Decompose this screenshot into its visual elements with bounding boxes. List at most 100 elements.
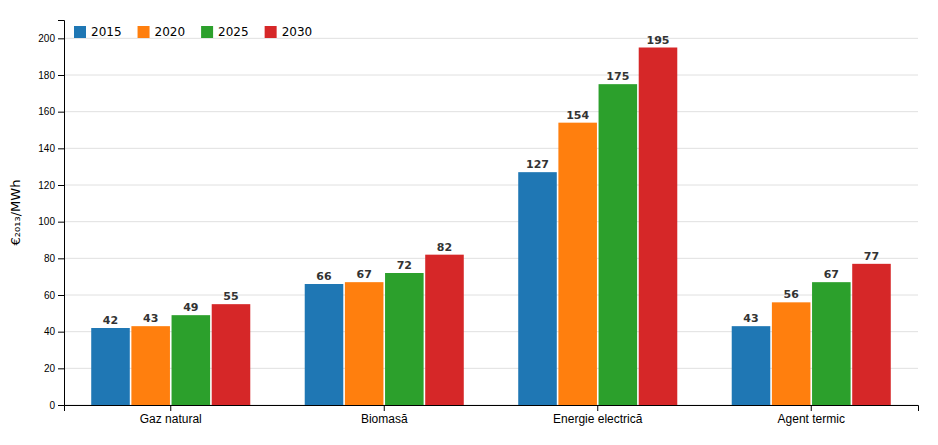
grid-line xyxy=(64,148,918,149)
tick-label: 140 xyxy=(38,143,55,154)
chart-container: 0 20 40 60 80 100 120 140 160 180 200 Gaz natural Bi… xyxy=(0,0,938,445)
data-label: 175 xyxy=(606,70,629,83)
data-label: 55 xyxy=(223,290,238,303)
tick: 60 xyxy=(44,290,64,301)
tick-mark xyxy=(58,148,64,149)
tick: 20 xyxy=(44,363,64,374)
data-label: 49 xyxy=(183,301,198,314)
legend-swatch xyxy=(138,26,150,38)
tick-mark xyxy=(58,185,64,186)
axis-line xyxy=(65,406,919,412)
tick-mark xyxy=(58,332,64,333)
bar xyxy=(599,84,638,405)
tick: 80 xyxy=(44,253,64,264)
tick-mark xyxy=(597,405,598,411)
tick-label: 200 xyxy=(38,33,55,44)
tick-mark xyxy=(58,222,64,223)
tick-mark xyxy=(170,405,171,411)
tick-label: 100 xyxy=(38,216,55,227)
bar xyxy=(212,304,251,405)
data-label: 66 xyxy=(316,270,332,283)
tick-mark xyxy=(58,295,64,296)
tick: Gaz natural xyxy=(140,405,202,426)
bar xyxy=(732,326,771,405)
tick: 140 xyxy=(38,143,64,154)
axis-line xyxy=(58,21,65,406)
data-label: 82 xyxy=(437,241,452,254)
data-label: 195 xyxy=(647,34,670,47)
tick-mark xyxy=(58,112,64,113)
bar xyxy=(305,284,344,405)
tick: 0 xyxy=(49,400,64,411)
tick: 100 xyxy=(38,216,64,227)
tick-label: 160 xyxy=(38,106,55,117)
x-axis: Gaz natural Biomasă Energie electrică Agent… xyxy=(65,405,919,426)
bar xyxy=(91,328,130,405)
legend-swatch xyxy=(74,26,86,38)
bar-series xyxy=(212,48,891,406)
data-label: 154 xyxy=(566,109,589,122)
bar xyxy=(131,326,170,405)
grid-line xyxy=(64,38,918,39)
y-axis: 0 20 40 60 80 100 120 140 160 180 200 xyxy=(38,21,64,411)
bars xyxy=(91,48,891,406)
tick-label: Agent termic xyxy=(778,412,845,426)
tick-label: 180 xyxy=(38,70,55,81)
legend: 2015 2020 2025 2030 xyxy=(74,25,312,39)
legend-label: 2030 xyxy=(282,25,313,39)
bar xyxy=(812,282,851,405)
tick-mark xyxy=(811,405,812,411)
tick-mark xyxy=(58,38,64,39)
bar xyxy=(558,123,597,405)
tick-label: 120 xyxy=(38,180,55,191)
data-label: 42 xyxy=(103,314,118,327)
bar-series xyxy=(172,84,851,405)
tick: Energie electrică xyxy=(553,405,643,426)
tick: 180 xyxy=(38,70,64,81)
legend-item: 2015 xyxy=(74,25,122,39)
data-label: 72 xyxy=(397,259,412,272)
bar xyxy=(172,315,211,405)
bar xyxy=(518,172,557,405)
bar xyxy=(385,273,424,405)
legend-label: 2015 xyxy=(91,25,122,39)
data-label: 43 xyxy=(143,312,158,325)
plot: 0 20 40 60 80 100 120 140 160 180 200 Gaz natural Bi… xyxy=(38,21,918,426)
tick: Biomasă xyxy=(361,405,408,426)
tick: 40 xyxy=(44,326,64,337)
tick-label: Biomasă xyxy=(361,412,408,426)
legend-item: 2025 xyxy=(201,25,249,39)
legend-item: 2020 xyxy=(138,25,186,39)
bar xyxy=(772,302,811,405)
tick: 160 xyxy=(38,106,64,117)
legend-label: 2020 xyxy=(155,25,186,39)
data-label: 67 xyxy=(357,268,372,281)
grid-line xyxy=(64,111,918,112)
bar xyxy=(639,48,678,406)
tick-mark xyxy=(58,405,64,406)
tick-label: 60 xyxy=(44,290,56,301)
grid xyxy=(64,38,918,405)
data-labels: 426612743436715456497217567558219577 xyxy=(103,34,879,328)
tick-label: 80 xyxy=(44,253,56,264)
data-label: 77 xyxy=(864,250,879,263)
tick-label: Energie electrică xyxy=(553,412,643,426)
tick-mark xyxy=(58,75,64,76)
tick-label: 20 xyxy=(44,363,56,374)
chart-svg: 0 20 40 60 80 100 120 140 160 180 200 Gaz natural Bi… xyxy=(0,0,938,445)
grid-line xyxy=(64,221,918,222)
legend-item: 2030 xyxy=(265,25,313,39)
tick-label: Gaz natural xyxy=(140,412,202,426)
tick: 200 xyxy=(38,33,64,44)
legend-label: 2025 xyxy=(218,25,249,39)
tick-mark xyxy=(58,368,64,369)
legend-swatch xyxy=(265,26,277,38)
grid-line xyxy=(64,75,918,76)
tick-label: 0 xyxy=(49,400,55,411)
grid-line xyxy=(64,258,918,259)
data-label: 127 xyxy=(526,158,549,171)
legend-swatch xyxy=(201,26,213,38)
bar xyxy=(852,264,891,405)
data-label: 56 xyxy=(784,288,800,301)
tick-mark xyxy=(58,258,64,259)
